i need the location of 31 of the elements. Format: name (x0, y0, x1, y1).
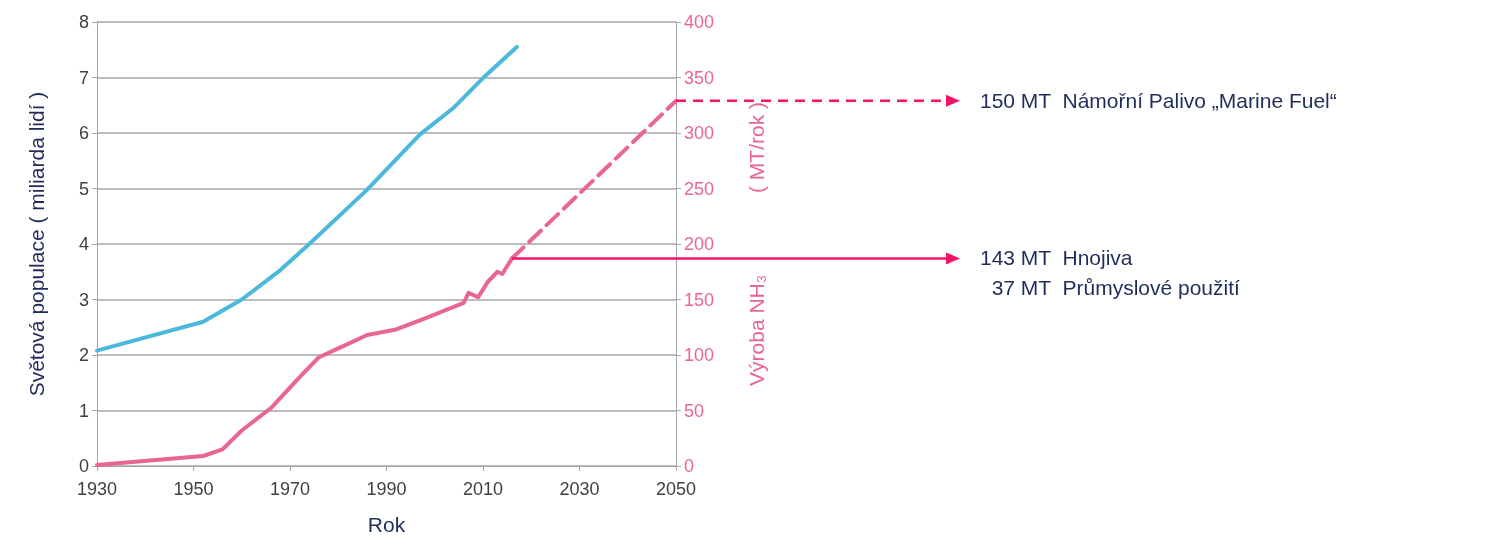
x-tick-label: 1970 (269, 479, 311, 499)
x-tick-label: 2030 (559, 479, 600, 499)
y-tick-label: 3 (78, 289, 89, 310)
y2-tick-label: 300 (684, 123, 715, 143)
y-tick-label: 7 (78, 67, 89, 88)
x-tick-label: 1950 (173, 479, 214, 499)
x-tick-label: 2050 (655, 479, 697, 499)
y2-tick-label: 350 (684, 67, 715, 88)
y2-tick-label: 100 (684, 345, 715, 365)
y2-tick-label: 150 (684, 289, 715, 310)
y-tick-label: 8 (78, 12, 89, 32)
y-tick-label: 6 (78, 123, 89, 143)
y2-tick-label: 250 (684, 178, 715, 199)
y2-tick-label: 0 (684, 456, 695, 476)
y-tick-label: 5 (78, 178, 89, 199)
y-tick-label: 4 (78, 234, 89, 254)
x-tick-label: 1990 (366, 479, 407, 499)
x-tick-label: 2010 (462, 479, 504, 499)
text: 143 MT Hnojiva 37 MT Průmyslové použití (980, 245, 1240, 302)
line-series (95, 44, 519, 353)
y2-tick-label: 50 (684, 400, 705, 421)
y2-axis-title: Výroba NH₃ ( MT/rok ) (745, 102, 768, 386)
y-tick-label: 2 (78, 345, 89, 365)
y-axis-title: Světová populace ( miliarda lidí ) (25, 91, 48, 397)
x-axis-title: Rok (367, 513, 406, 536)
y-tick-label: 0 (78, 456, 89, 476)
y2-tick-label: 400 (684, 12, 715, 32)
x-tick-label: 1930 (76, 479, 118, 499)
y2-tick-label: 200 (684, 234, 715, 254)
text: 150 MT Námořní Palivo „Marine Fuel“ (980, 87, 1337, 114)
y-tick-label: 1 (78, 400, 89, 421)
